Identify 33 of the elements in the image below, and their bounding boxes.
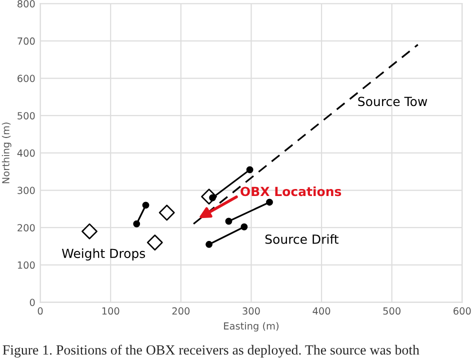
series-label: Source Tow xyxy=(358,96,428,106)
point xyxy=(266,198,273,206)
y-tick-label: 400 xyxy=(17,149,35,157)
x-tick-label: 200 xyxy=(172,307,190,315)
caption: Figure 1. Positions of the OBX receivers as deployed. The source was both xyxy=(2,344,420,358)
x-tick-label: 600 xyxy=(454,307,471,315)
point xyxy=(225,218,232,225)
y-tick-label: 0 xyxy=(30,298,35,306)
point xyxy=(158,204,175,221)
y-tick-label: 700 xyxy=(18,37,35,45)
x-tick-label: 400 xyxy=(312,307,330,315)
point xyxy=(240,223,248,230)
x-tick-label: 0 xyxy=(38,307,43,315)
y-tick-label: 500 xyxy=(18,112,35,120)
y-tick-label: 600 xyxy=(18,74,35,82)
point xyxy=(146,234,163,251)
y-axis-title: Northing (m) xyxy=(2,122,12,184)
point xyxy=(82,223,98,240)
series-label: Source Drift xyxy=(265,234,338,244)
point xyxy=(133,220,140,228)
x-tick-label: 300 xyxy=(242,307,260,315)
point xyxy=(142,202,150,209)
series-label: Weight Drops xyxy=(62,248,146,261)
point xyxy=(206,240,213,248)
x-tick-label: 500 xyxy=(383,307,400,315)
annotation: OBX Locations xyxy=(240,186,342,196)
y-tick-label: 800 xyxy=(18,0,35,8)
point xyxy=(246,166,254,174)
y-tick-label: 200 xyxy=(18,224,35,232)
y-tick-label: 100 xyxy=(18,261,35,269)
x-axis-title: Easting (m) xyxy=(224,322,278,332)
y-tick-label: 300 xyxy=(18,186,35,194)
x-tick-label: 100 xyxy=(102,307,120,315)
